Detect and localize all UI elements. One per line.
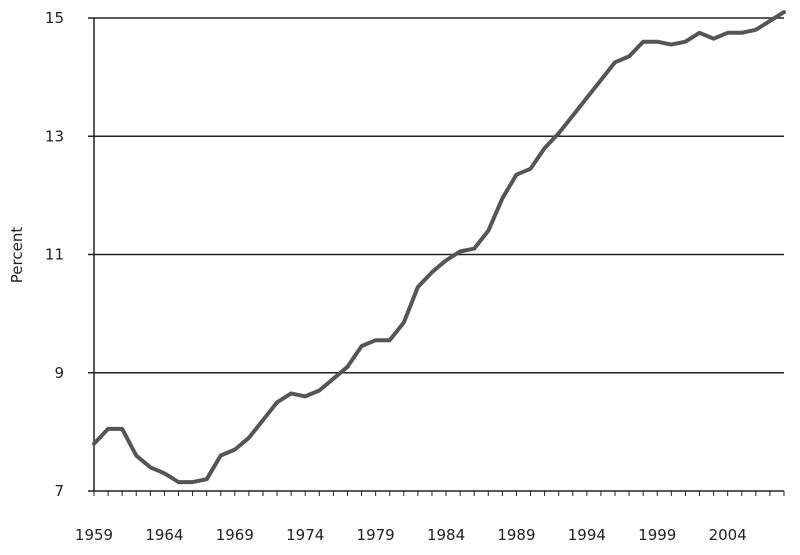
- data-point-1994: [586, 97, 588, 99]
- data-point-1983: [431, 271, 433, 273]
- data-point-1992: [558, 132, 560, 134]
- data-point-1964: [163, 472, 165, 474]
- data-point-1981: [403, 321, 405, 323]
- data-point-1975: [318, 389, 320, 391]
- series-line-0: [92, 10, 786, 485]
- data-point-1980: [389, 339, 391, 341]
- y-tick-label-9: 9: [54, 364, 64, 382]
- data-point-1999: [656, 41, 658, 43]
- x-axis-ticks: 1959 1964 1969 1974 1979 1984 1989 1994 1999 2004: [75, 491, 785, 544]
- data-point-1966: [192, 481, 194, 483]
- x-tick-label-1979: 1979: [357, 526, 395, 544]
- data-point-1991: [544, 147, 546, 149]
- y-tick-label-11: 11: [45, 246, 64, 264]
- data-point-1988: [501, 197, 503, 199]
- y-axis-title: Percent: [8, 227, 26, 284]
- data-point-2002: [699, 32, 701, 34]
- data-point-2004: [727, 32, 729, 34]
- data-point-1977: [346, 366, 348, 368]
- x-tick-label-1964: 1964: [145, 526, 183, 544]
- x-tick-label-1989: 1989: [497, 526, 535, 544]
- y-tick-label-15: 15: [45, 9, 64, 27]
- data-point-1973: [290, 392, 292, 394]
- data-point-1960: [107, 428, 109, 430]
- data-point-1996: [614, 61, 616, 63]
- data-point-2001: [684, 41, 686, 43]
- data-point-1990: [530, 168, 532, 170]
- data-point-1967: [206, 478, 208, 480]
- data-point-1961: [121, 428, 123, 430]
- x-tick-label-1994: 1994: [568, 526, 606, 544]
- data-point-2008: [783, 11, 785, 13]
- data-point-2003: [713, 38, 715, 40]
- data-point-2006: [755, 29, 757, 31]
- data-point-1982: [417, 286, 419, 288]
- data-point-2005: [741, 32, 743, 34]
- data-point-1974: [304, 395, 306, 397]
- data-point-1970: [248, 437, 250, 439]
- data-point-1985: [459, 251, 461, 253]
- data-point-2000: [670, 44, 672, 46]
- data-point-1997: [628, 55, 630, 57]
- data-point-1962: [135, 455, 137, 457]
- y-tick-label-13: 13: [45, 127, 64, 145]
- data-point-1968: [220, 455, 222, 457]
- series-layer: [92, 10, 786, 485]
- data-point-1989: [515, 174, 517, 176]
- data-point-1986: [473, 248, 475, 250]
- x-tick-label-1969: 1969: [216, 526, 254, 544]
- x-tick-label-1974: 1974: [286, 526, 324, 544]
- data-point-1976: [332, 378, 334, 380]
- data-point-1979: [375, 339, 377, 341]
- x-tick-label-1984: 1984: [427, 526, 465, 544]
- grid-lines: [94, 17, 784, 374]
- y-axis-ticks: 7 9 11 13 15: [45, 9, 94, 500]
- data-point-1993: [572, 115, 574, 117]
- data-point-2007: [769, 20, 771, 22]
- data-point-1959: [93, 443, 95, 445]
- x-tick-label-1999: 1999: [638, 526, 676, 544]
- data-point-1971: [262, 419, 264, 421]
- y-tick-label-7: 7: [54, 482, 64, 500]
- data-point-1995: [600, 79, 602, 81]
- data-point-1998: [642, 41, 644, 43]
- data-point-1963: [149, 466, 151, 468]
- x-tick-label-2004: 2004: [709, 526, 747, 544]
- data-point-1965: [177, 481, 179, 483]
- data-point-1972: [276, 401, 278, 403]
- data-point-1987: [487, 230, 489, 232]
- data-point-1978: [361, 345, 363, 347]
- data-point-1984: [445, 259, 447, 261]
- data-point-1969: [234, 449, 236, 451]
- x-tick-label-1959: 1959: [75, 526, 113, 544]
